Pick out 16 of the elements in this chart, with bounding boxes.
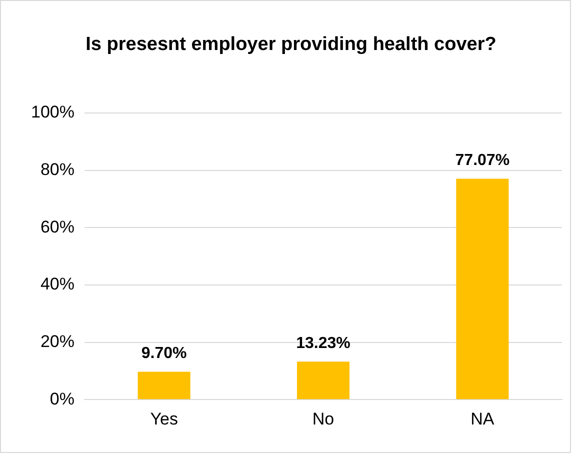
x-tick-label: Yes — [150, 409, 178, 428]
y-tick-label: 100% — [30, 102, 74, 122]
chart-title: Is presesnt employer providing health cover? — [84, 33, 498, 57]
y-tick-label: 0% — [50, 389, 74, 408]
y-tick-label: 20% — [40, 332, 74, 351]
y-tick-label: 40% — [40, 274, 74, 294]
data-label: 9.70% — [141, 345, 187, 362]
y-tick-label: 80% — [40, 160, 74, 180]
x-tick-label: No — [312, 409, 334, 428]
y-tick-label: 60% — [40, 217, 74, 236]
data-label: 13.23% — [296, 335, 350, 352]
bar — [296, 362, 350, 400]
x-tick-label: NA — [470, 409, 495, 428]
bar — [138, 372, 190, 400]
data-label: 77.07% — [455, 152, 510, 170]
bar — [456, 178, 509, 400]
